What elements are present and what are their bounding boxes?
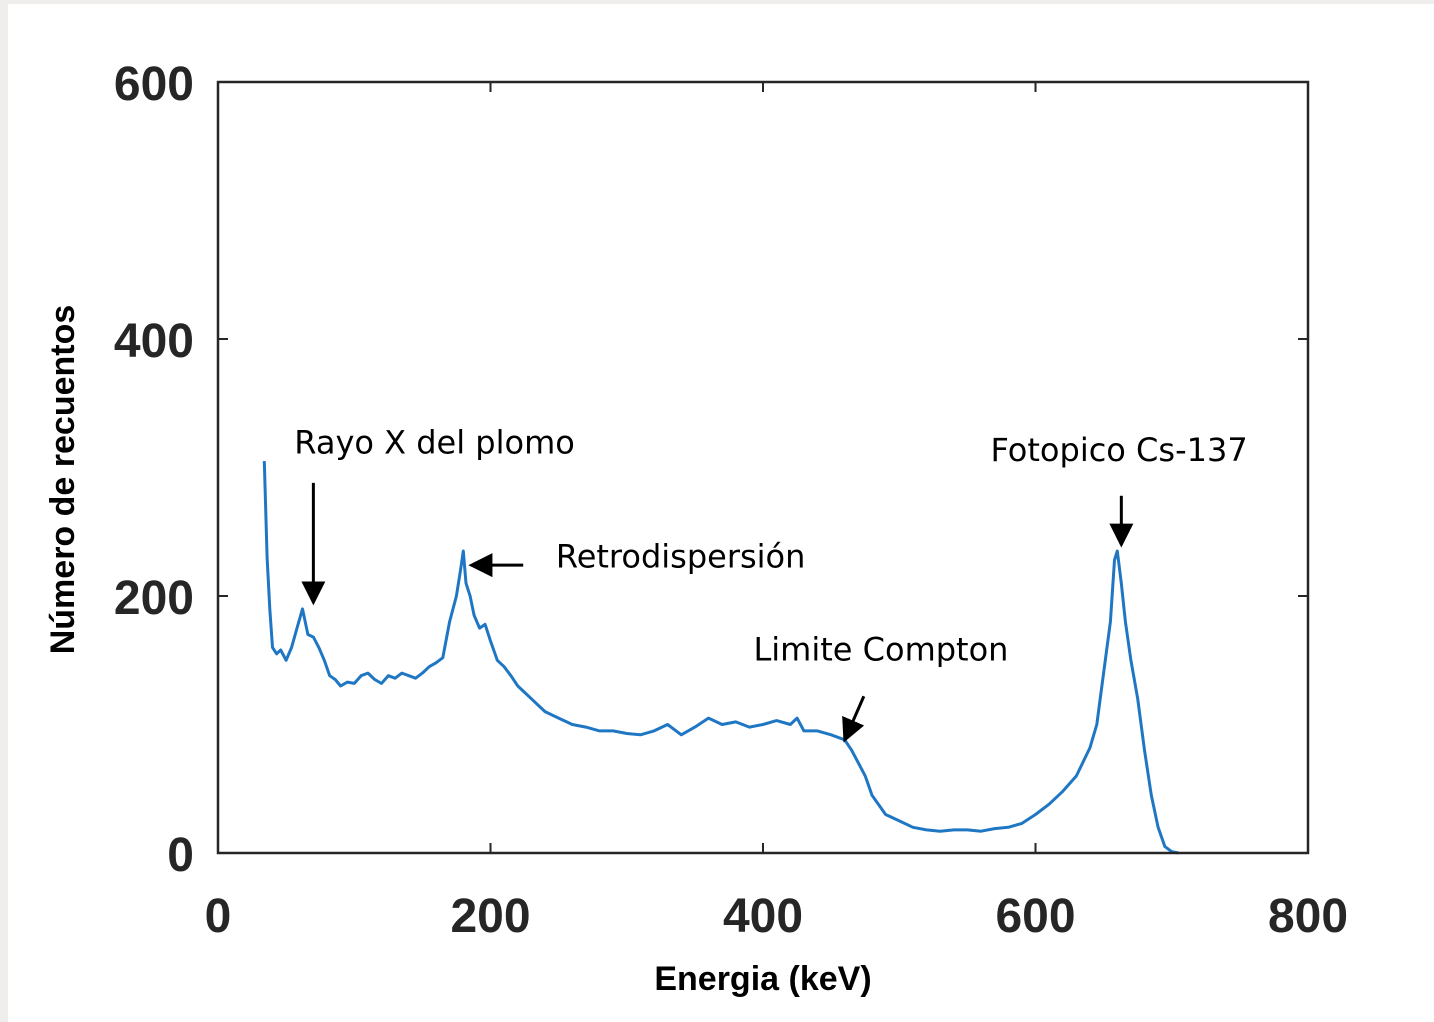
x-tick-labels: 0 200 400 600 800 — [205, 890, 1348, 943]
plot-area-border — [216, 80, 1310, 855]
x-tick-label: 600 — [995, 890, 1075, 943]
y-tick-label: 400 — [114, 315, 194, 368]
annotation-label: Retrodispersión — [556, 538, 806, 576]
annotation-label: Limite Compton — [753, 630, 1008, 668]
y-tick-label: 600 — [114, 58, 194, 111]
x-axis-title: Energia (keV) — [654, 960, 871, 998]
annotation-label: Fotopico Cs-137 — [991, 431, 1248, 469]
x-tick-label: 800 — [1268, 890, 1348, 943]
y-tick-labels: 0 200 400 600 — [114, 58, 194, 882]
annotations: Rayo X del plomo Retrodispersión Limite Co… — [294, 423, 1248, 743]
annotation-arrow — [842, 695, 866, 743]
annotation-label: Rayo X del plomo — [294, 423, 575, 461]
y-tick-label: 200 — [114, 572, 194, 625]
spectrum-series-line — [262, 461, 1179, 855]
y-tick-label: 0 — [167, 829, 194, 882]
x-tick-label: 0 — [205, 890, 232, 943]
x-tick-label: 400 — [723, 890, 803, 943]
y-axis-title: Número de recuentos — [44, 305, 82, 655]
x-tick-label: 200 — [450, 890, 530, 943]
